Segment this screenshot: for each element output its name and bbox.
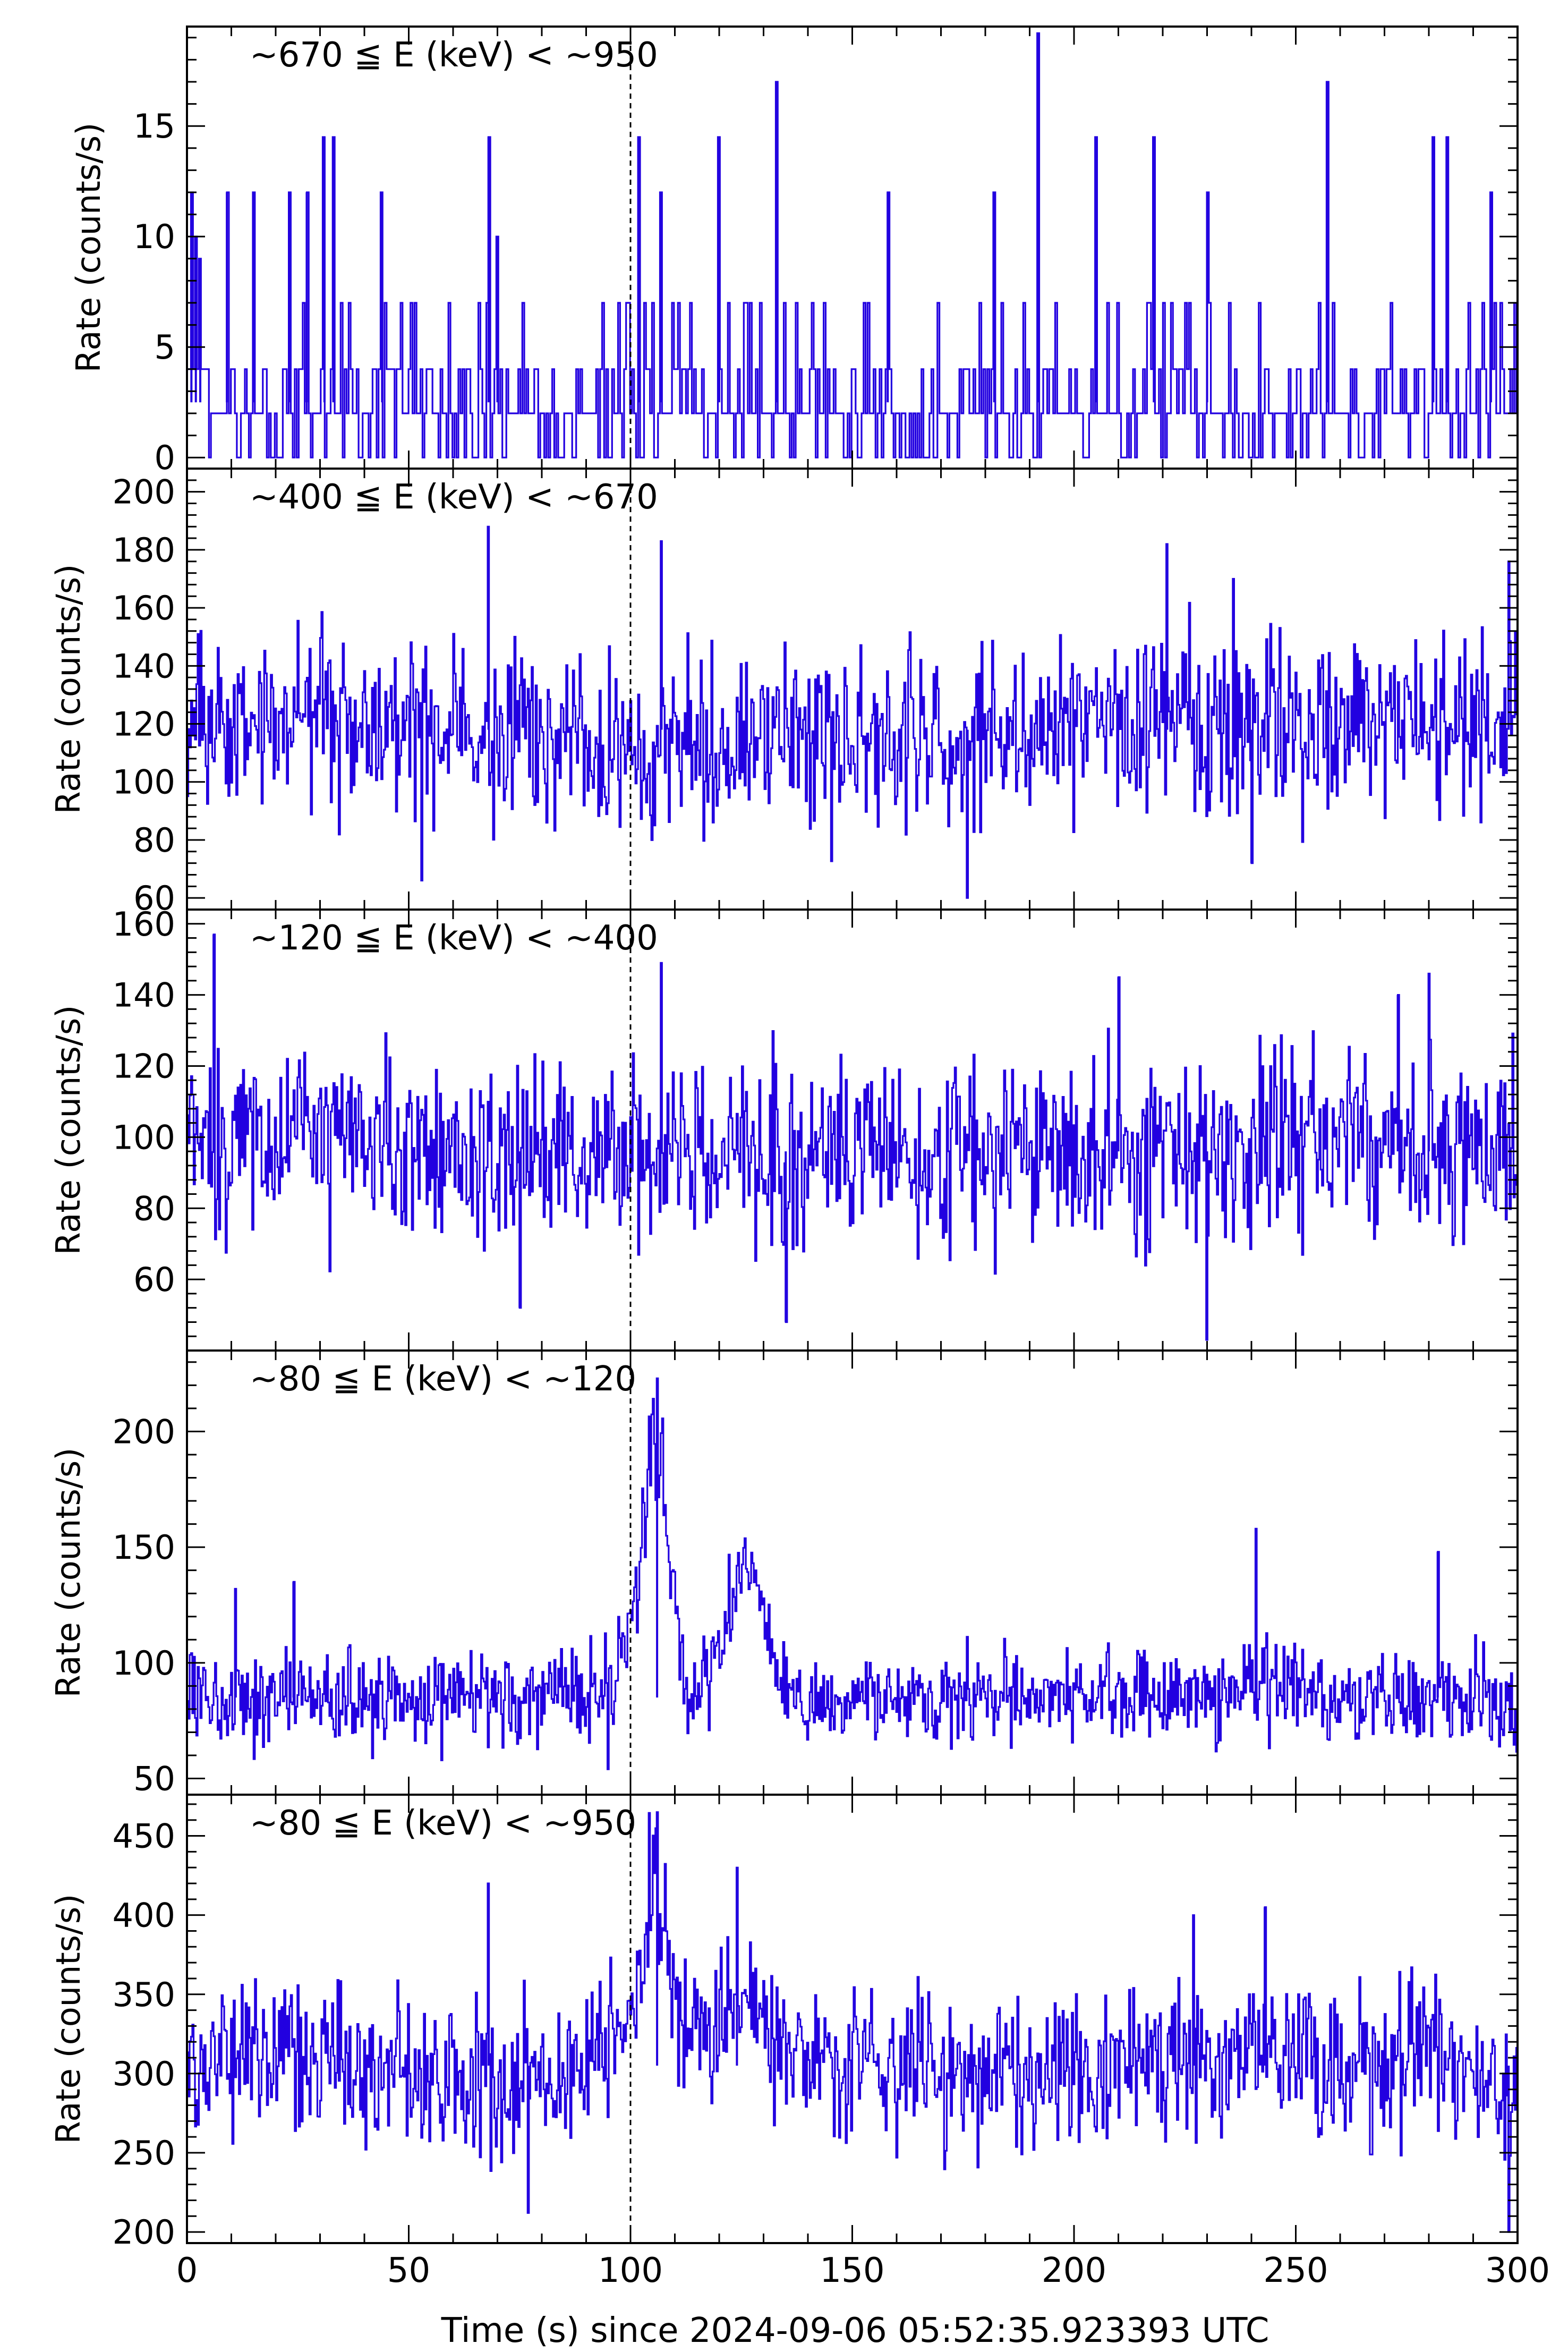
x-tick-label: 300 xyxy=(1485,2251,1550,2290)
light-curve-series xyxy=(187,32,1518,458)
y-tick-label: 300 xyxy=(113,2054,175,2093)
y-axis-label: Rate (counts/s) xyxy=(49,564,88,814)
y-tick-label: 120 xyxy=(113,705,175,744)
y-axis-label: Rate (counts/s) xyxy=(49,1448,88,1698)
y-tick-label: 50 xyxy=(133,1760,175,1798)
y-tick-label: 350 xyxy=(113,1975,175,2014)
y-tick-label: 80 xyxy=(133,1189,175,1228)
y-tick-label: 5 xyxy=(155,328,175,367)
y-axis-label: Rate (counts/s) xyxy=(49,1894,88,2144)
y-tick-label: 60 xyxy=(133,879,175,918)
x-tick-label: 100 xyxy=(598,2251,663,2290)
panel-1: 0 5 10 15 Rate (counts/s) ~670 ≦ E (keV) < ~9… xyxy=(69,26,1519,477)
light-curve-series xyxy=(187,525,1518,899)
x-tick-label: 50 xyxy=(387,2251,430,2290)
y-tick-label: 0 xyxy=(155,438,175,477)
y-tick-label: 180 xyxy=(113,531,175,570)
light-curve-series xyxy=(187,1811,1518,2233)
panel-title: ~400 ≦ E (keV) < ~670 xyxy=(250,478,658,517)
panel-2: 60 80 100 120 140 160 180 200 Rate (counts/s) ~40… xyxy=(49,468,1519,918)
y-tick-label: 200 xyxy=(113,473,175,512)
x-tick-label: 150 xyxy=(820,2251,884,2290)
panel-title: ~670 ≦ E (keV) < ~950 xyxy=(250,36,658,75)
x-tick-label: 200 xyxy=(1042,2251,1106,2290)
y-tick-label: 120 xyxy=(113,1047,175,1086)
x-tick-label: 250 xyxy=(1263,2251,1328,2290)
panel-title: ~120 ≦ E (keV) < ~400 xyxy=(250,919,658,958)
panel-title: ~80 ≦ E (keV) < ~120 xyxy=(250,1360,636,1399)
y-tick-label: 200 xyxy=(113,1412,175,1451)
y-axis-label: Rate (counts/s) xyxy=(49,1005,88,1255)
light-curve-series xyxy=(187,1377,1518,1770)
y-tick-label: 200 xyxy=(113,2213,175,2252)
y-tick-label: 160 xyxy=(113,589,175,627)
y-tick-label: 10 xyxy=(133,217,175,256)
y-tick-label: 150 xyxy=(113,1528,175,1567)
x-axis-label: Time (s) since 2024-09-06 05:52:35.92339… xyxy=(441,2311,1269,2350)
y-tick-label: 100 xyxy=(113,1644,175,1683)
y-tick-label: 250 xyxy=(113,2134,175,2172)
y-tick-label: 15 xyxy=(133,107,175,146)
y-axis-label: Rate (counts/s) xyxy=(69,123,108,373)
y-tick-label: 60 xyxy=(133,1260,175,1299)
y-tick-label: 100 xyxy=(113,763,175,802)
x-tick-label: 0 xyxy=(176,2251,198,2290)
panel-5: 200 250 300 350 400 450 Rate (counts/s) ~80 ≦ E… xyxy=(49,1794,1519,2252)
y-tick-label: 140 xyxy=(113,976,175,1015)
y-tick-label: 400 xyxy=(113,1896,175,1935)
panel-3: 60 80 100 120 140 160 Rate (counts/s) ~120 ≦ E … xyxy=(49,905,1519,1352)
panel-title: ~80 ≦ E (keV) < ~950 xyxy=(250,1804,636,1843)
y-tick-label: 160 xyxy=(113,905,175,944)
y-tick-label: 100 xyxy=(113,1118,175,1157)
y-tick-label: 80 xyxy=(133,821,175,860)
light-curve-series xyxy=(187,933,1518,1341)
y-tick-label: 140 xyxy=(113,647,175,685)
y-tick-label: 450 xyxy=(113,1817,175,1856)
panel-4: 50 100 150 200 Rate (counts/s) ~80 ≦ E (keV) … xyxy=(49,1349,1519,1798)
